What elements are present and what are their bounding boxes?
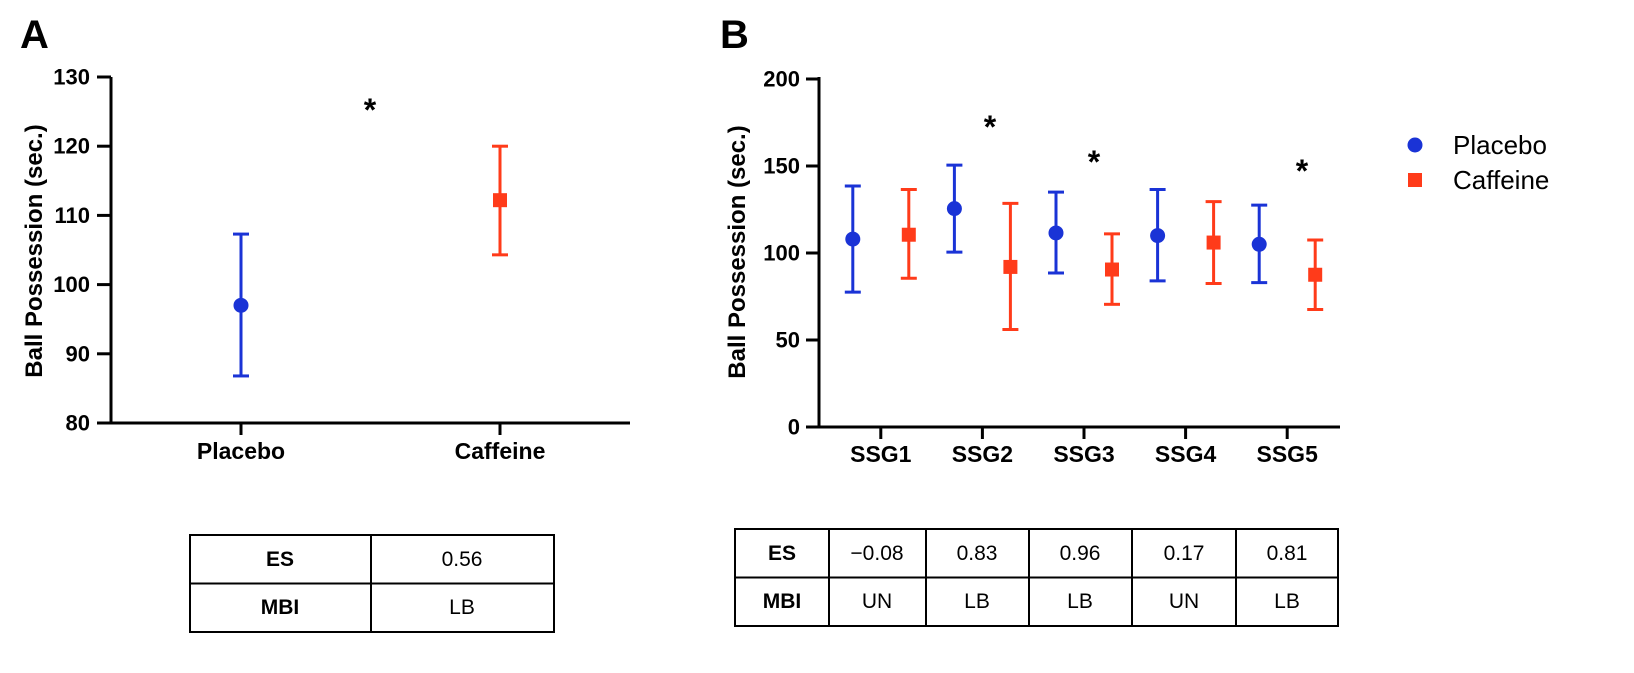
panel-b-x-ticks: [879, 427, 1289, 439]
panel-b-significance-asterisk-ssg5: *: [1296, 153, 1309, 189]
panel-b-caffeine-ssg3-point: [1105, 262, 1119, 277]
panel-b-category-labels: SSG1 SSG2 SSG3 SSG4 SSG5: [850, 441, 1318, 467]
panel-a-caffeine-point: [493, 193, 507, 208]
panel-a-y-tick-label: 110: [55, 203, 91, 228]
panel-a-table-cell-es: 0.56: [442, 548, 483, 571]
panel-a-y-tick-label: 90: [66, 341, 90, 366]
panel-b-category-label: SSG3: [1053, 441, 1114, 467]
legend: Placebo Caffeine: [1407, 130, 1549, 195]
panel-b-category-label: SSG1: [850, 441, 912, 467]
panel-b-table-cell-es: 0.83: [957, 542, 998, 565]
panel-b-category-label: SSG2: [952, 441, 1013, 467]
panel-b-y-axis-title: Ball Possession (sec.): [724, 125, 751, 378]
panel-b-y-tick-label: 100: [763, 241, 800, 266]
panel-b-caffeine-ssg5-point: [1308, 267, 1323, 282]
panel-b: B Ball Possession (sec.) 0 50 100 150 20…: [720, 13, 1549, 627]
panel-a-table-cell-mbi: LB: [449, 596, 475, 619]
panel-b-significance-asterisk-ssg2: *: [984, 109, 997, 145]
panel-b-table-row-label-es: ES: [768, 542, 796, 565]
panel-b-table-cell-mbi: UN: [862, 590, 892, 613]
panel-a-y-ticks: [97, 75, 111, 425]
panel-b-y-ticks: [806, 77, 819, 429]
panel-a-table-row-label-mbi: MBI: [261, 596, 300, 619]
panel-b-caffeine-ssg2-point: [1003, 259, 1018, 274]
panel-a-table-row-label-es: ES: [266, 548, 294, 571]
legend-caffeine-label: Caffeine: [1453, 165, 1549, 195]
panel-b-placebo-ssg3-point: [1048, 225, 1064, 241]
panel-b-category-label: SSG4: [1155, 441, 1217, 467]
panel-b-placebo-ssg2-point: [946, 201, 962, 217]
panel-b-label: B: [720, 13, 749, 57]
panel-a-placebo-point: [233, 297, 249, 313]
panel-b-y-tick-label: 150: [763, 154, 800, 179]
panel-b-table-cell-es: 0.96: [1060, 542, 1101, 565]
panel-b-table-cell-mbi: LB: [964, 590, 990, 613]
panel-b-table-cell-es: −0.08: [850, 542, 903, 565]
panel-a-label: A: [20, 13, 49, 57]
panel-b-placebo-ssg5-point: [1251, 236, 1267, 252]
panel-b-caffeine-ssg4-point: [1206, 235, 1221, 250]
panel-b-significance-asterisk-ssg3: *: [1088, 144, 1101, 180]
panel-b-placebo-ssg1-point: [845, 231, 861, 247]
panel-a-y-tick-label: 120: [53, 134, 90, 159]
panel-a-y-tick-label: 130: [53, 65, 90, 90]
panel-b-table-cell-es: 0.81: [1267, 542, 1308, 565]
panel-b-y-tick-label: 0: [788, 415, 800, 440]
panel-a-y-tick-labels: 80 90 100 110 120 130: [53, 65, 90, 436]
panel-a-category-label: Placebo: [197, 438, 285, 464]
panel-b-y-tick-label: 200: [763, 67, 800, 92]
panel-a-category-label: Caffeine: [455, 438, 546, 464]
panel-b-data-marks: [844, 163, 1324, 332]
panel-b-table-cell-mbi: LB: [1274, 590, 1300, 613]
panel-b-caffeine-ssg1-point: [901, 227, 916, 242]
panel-b-table-cell-es: 0.17: [1164, 542, 1205, 565]
panel-a-y-tick-label: 100: [53, 272, 90, 297]
panel-a-stats-table: ES MBI 0.56 LB: [189, 534, 555, 633]
panel-b-table-cell-mbi: UN: [1169, 590, 1199, 613]
panel-b-placebo-ssg4-point: [1150, 228, 1166, 244]
panel-a-significance-asterisk: *: [364, 92, 377, 128]
legend-placebo-marker: [1407, 137, 1423, 153]
panel-b-table-row-label-mbi: MBI: [763, 590, 802, 613]
panel-b-stats-table: ES MBI −0.08 0.83 0.96 0.17 0.81 UN LB L…: [734, 528, 1339, 627]
panel-a: A Ball Possession (sec.) 80 90 100 110 1…: [20, 13, 630, 633]
panel-b-table-cell-mbi: LB: [1067, 590, 1093, 613]
legend-caffeine-marker: [1408, 173, 1422, 187]
legend-placebo-label: Placebo: [1453, 130, 1547, 160]
panel-b-y-tick-label: 50: [776, 328, 800, 353]
panel-a-y-axis-title: Ball Possession (sec.): [21, 124, 48, 377]
panel-b-y-tick-labels: 0 50 100 150 200: [763, 67, 800, 440]
panel-b-category-label: SSG5: [1257, 441, 1319, 467]
panel-a-y-tick-label: 80: [66, 411, 90, 436]
